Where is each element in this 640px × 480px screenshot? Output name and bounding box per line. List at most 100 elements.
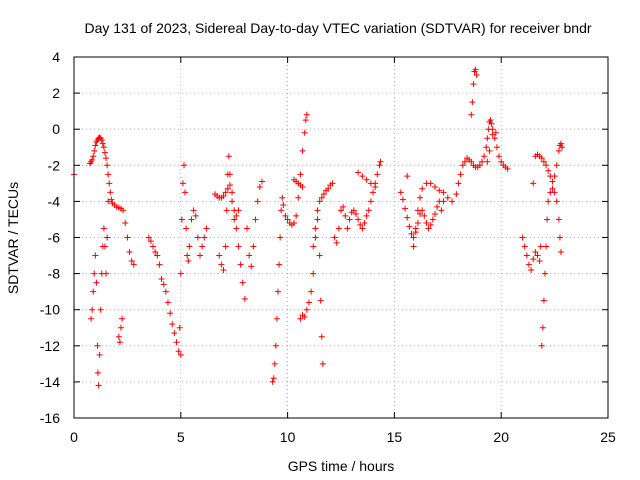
data-point <box>244 225 251 232</box>
data-point <box>540 158 547 165</box>
y-tick-label: -6 <box>48 230 61 246</box>
data-point <box>427 180 434 187</box>
data-point <box>316 198 323 205</box>
data-point <box>376 162 383 169</box>
data-point <box>152 248 159 255</box>
data-point <box>277 234 284 241</box>
data-point <box>147 238 154 245</box>
data-point <box>549 178 556 185</box>
data-point <box>299 183 306 190</box>
data-point <box>103 270 110 277</box>
data-point <box>254 198 261 205</box>
plot-frame <box>73 56 609 419</box>
data-point <box>410 243 417 250</box>
data-point <box>484 158 491 165</box>
x-tick-label: 5 <box>177 429 185 445</box>
data-point <box>88 315 95 322</box>
data-point <box>440 198 447 205</box>
data-point <box>116 339 123 346</box>
data-point <box>225 153 232 160</box>
data-point <box>402 205 409 212</box>
data-point <box>357 221 364 228</box>
data-point <box>272 342 279 349</box>
y-axis-label: SDTVAR / TECUs <box>5 182 21 294</box>
data-point <box>126 248 133 255</box>
data-point <box>175 348 182 355</box>
data-point <box>181 162 188 169</box>
data-point <box>370 189 377 196</box>
data-point <box>504 165 511 172</box>
data-point <box>314 216 321 223</box>
axis-ticks: 0 5 10 15 20 25 -16 -14 -12 -10 -8 -6 -4 -2 0 2 4 <box>40 49 616 445</box>
x-axis-label: GPS time / hours <box>288 458 395 474</box>
data-point <box>361 220 368 227</box>
data-point <box>171 330 178 337</box>
data-point <box>101 149 108 156</box>
data-point <box>100 144 107 151</box>
data-point <box>235 207 242 214</box>
data-point <box>150 243 157 250</box>
data-point <box>108 196 115 203</box>
data-point <box>184 252 191 259</box>
data-point <box>342 212 349 219</box>
data-point <box>201 234 208 241</box>
data-point <box>312 225 319 232</box>
data-point <box>154 252 161 259</box>
data-point <box>282 212 289 219</box>
data-point <box>431 211 438 218</box>
data-point <box>188 216 195 223</box>
data-point <box>543 243 550 250</box>
y-tick-label: -12 <box>40 338 60 354</box>
data-point <box>293 212 300 219</box>
data-point <box>177 270 184 277</box>
data-point <box>423 220 430 227</box>
data-point <box>440 189 447 196</box>
data-point <box>279 194 286 201</box>
x-tick-label: 15 <box>387 429 403 445</box>
data-point <box>93 279 100 286</box>
data-point <box>269 378 276 385</box>
data-point <box>91 270 98 277</box>
data-point <box>183 225 190 232</box>
data-point <box>105 198 112 205</box>
data-point <box>203 225 210 232</box>
y-tick-label: -14 <box>40 374 60 390</box>
data-point <box>90 288 97 295</box>
data-point <box>493 144 500 151</box>
data-point <box>489 131 496 138</box>
data-point <box>145 234 152 241</box>
data-point <box>553 198 560 205</box>
data-point <box>302 117 309 124</box>
data-point <box>104 162 111 169</box>
data-point <box>239 279 246 286</box>
y-tick-label: 4 <box>52 49 60 65</box>
data-point <box>540 297 547 304</box>
data-point <box>312 234 319 241</box>
data-point <box>98 137 105 144</box>
data-point <box>162 288 169 295</box>
data-point <box>276 261 283 268</box>
data-point <box>470 81 477 88</box>
data-point <box>444 194 451 201</box>
data-point <box>346 216 353 223</box>
data-point <box>457 171 464 178</box>
data-point <box>491 135 498 142</box>
data-point <box>352 211 359 218</box>
data-point <box>317 297 324 304</box>
data-point <box>414 207 421 214</box>
data-point <box>355 169 362 176</box>
data-point <box>160 281 167 288</box>
data-point <box>220 192 227 199</box>
data-point <box>555 147 562 154</box>
data-point <box>256 183 263 190</box>
data-point <box>164 299 171 306</box>
x-tick-label: 20 <box>493 429 509 445</box>
data-point <box>222 189 229 196</box>
data-point <box>310 270 317 277</box>
data-point <box>305 299 312 306</box>
data-point <box>421 212 428 219</box>
data-point <box>303 306 310 313</box>
data-point <box>97 306 104 313</box>
data-point <box>498 158 505 165</box>
data-point <box>99 140 106 147</box>
